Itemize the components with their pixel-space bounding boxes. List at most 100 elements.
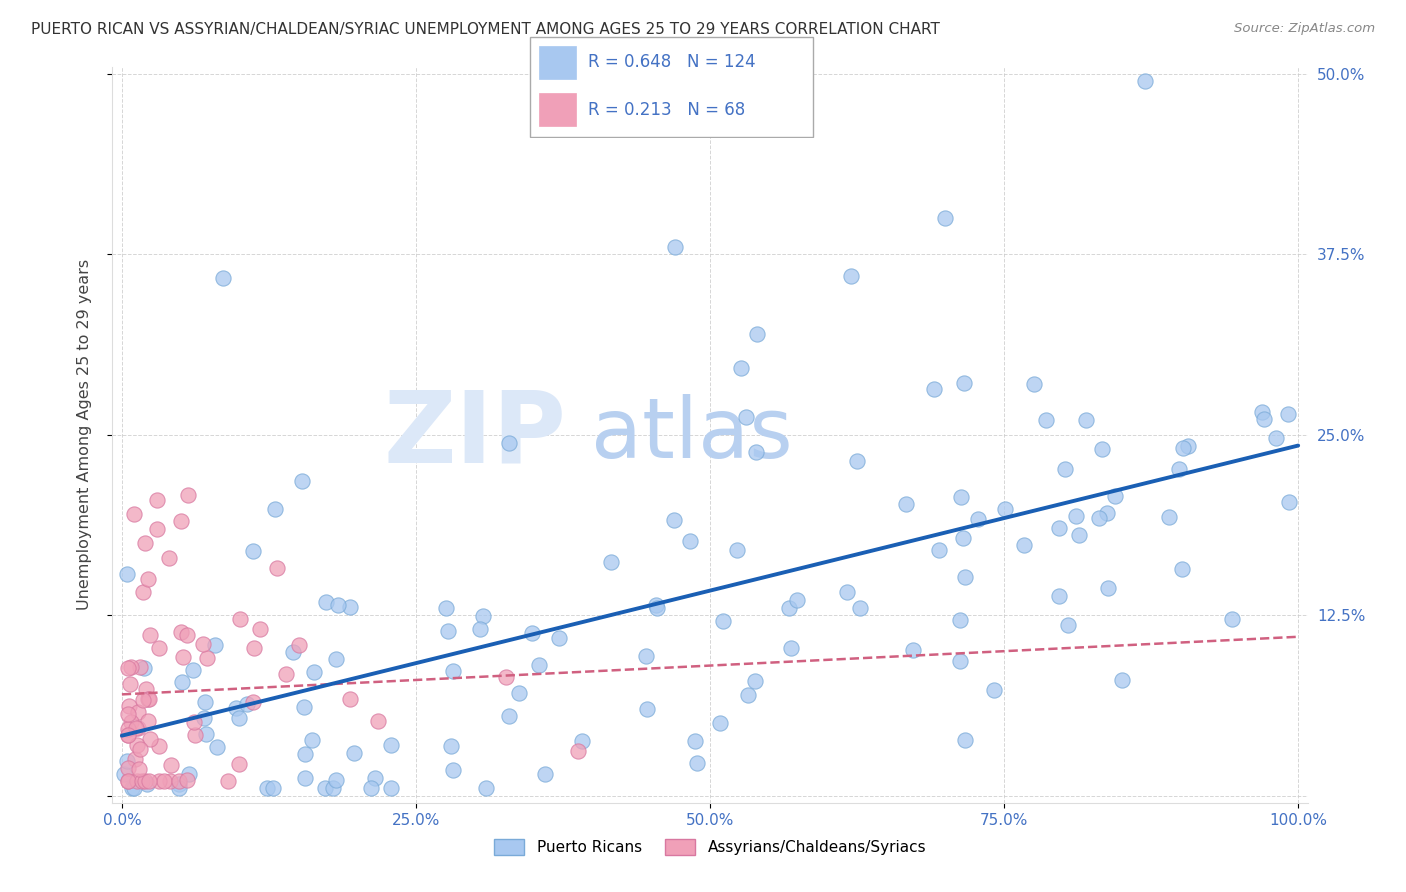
Text: R = 0.648   N = 124: R = 0.648 N = 124 (588, 54, 755, 71)
Point (315, 595, 337, 609)
Point (993, 501, 1015, 516)
Text: ZIP: ZIP (384, 386, 567, 483)
Point (711, 614, 734, 628)
Point (195, 726, 218, 740)
Point (112, 767, 135, 781)
Point (135, 681, 157, 696)
Point (1012, 538, 1035, 552)
Point (115, 566, 138, 581)
Point (745, 326, 768, 341)
Point (167, 777, 190, 791)
Point (314, 781, 336, 796)
Point (475, 781, 498, 796)
Point (159, 774, 181, 789)
Point (744, 673, 766, 688)
Point (527, 658, 550, 673)
Point (132, 693, 155, 707)
Point (266, 560, 288, 574)
Point (1264, 430, 1286, 444)
Point (146, 522, 169, 536)
Point (1177, 439, 1199, 453)
Point (127, 722, 149, 736)
Point (983, 682, 1005, 697)
Point (1097, 581, 1119, 595)
Point (1278, 495, 1301, 509)
Point (778, 600, 800, 615)
Point (243, 640, 266, 655)
Point (117, 661, 139, 675)
Point (928, 543, 950, 558)
Point (1088, 511, 1111, 525)
Point (1053, 461, 1076, 475)
Point (934, 211, 956, 226)
Point (664, 240, 686, 254)
Point (148, 739, 170, 754)
Point (262, 781, 284, 796)
Point (138, 692, 160, 706)
Point (117, 761, 139, 775)
Point (1056, 618, 1078, 632)
Legend: Puerto Ricans, Assyrians/Chaldeans/Syriacs: Puerto Ricans, Assyrians/Chaldeans/Syria… (488, 833, 932, 862)
Point (249, 622, 271, 636)
Point (735, 410, 758, 425)
Point (498, 436, 520, 450)
Point (686, 756, 709, 770)
Point (138, 714, 160, 728)
Point (242, 695, 264, 709)
Point (117, 728, 139, 742)
Point (194, 694, 217, 708)
Point (1171, 441, 1194, 455)
Point (599, 555, 621, 569)
Point (117, 774, 139, 789)
Point (1074, 413, 1097, 427)
Point (138, 774, 160, 789)
Point (1064, 508, 1087, 523)
Point (128, 742, 150, 756)
Point (325, 772, 347, 787)
Point (950, 490, 973, 504)
Point (953, 376, 976, 391)
Point (122, 507, 145, 521)
Point (953, 570, 976, 584)
Point (508, 686, 530, 700)
Point (683, 734, 706, 748)
Point (1047, 521, 1070, 535)
Point (152, 774, 174, 789)
Point (952, 531, 974, 545)
Point (134, 536, 156, 550)
Point (1091, 442, 1114, 457)
Point (117, 728, 139, 742)
Point (709, 715, 731, 730)
Point (193, 637, 215, 651)
Point (288, 638, 311, 652)
Text: R = 0.213   N = 68: R = 0.213 N = 68 (588, 101, 745, 119)
Point (571, 734, 593, 748)
Point (636, 702, 658, 716)
Point (1157, 509, 1180, 524)
Point (360, 781, 382, 796)
Point (263, 502, 285, 516)
Point (204, 638, 226, 652)
Point (903, 642, 925, 657)
Point (148, 774, 170, 789)
Point (495, 670, 517, 684)
Point (1104, 489, 1126, 503)
Point (170, 625, 193, 640)
Y-axis label: Unemployment Among Ages 25 to 29 years: Unemployment Among Ages 25 to 29 years (77, 260, 91, 610)
Point (132, 661, 155, 675)
Point (1035, 413, 1057, 427)
Point (172, 649, 194, 664)
Point (159, 757, 181, 772)
Point (634, 648, 657, 663)
Point (193, 710, 215, 724)
Point (225, 701, 247, 715)
Point (136, 777, 159, 791)
Point (1047, 589, 1070, 603)
Point (472, 609, 495, 624)
Point (177, 488, 200, 502)
Point (1067, 528, 1090, 542)
Point (291, 475, 314, 489)
Point (326, 599, 349, 613)
Point (125, 721, 148, 735)
Text: Source: ZipAtlas.com: Source: ZipAtlas.com (1234, 22, 1375, 36)
